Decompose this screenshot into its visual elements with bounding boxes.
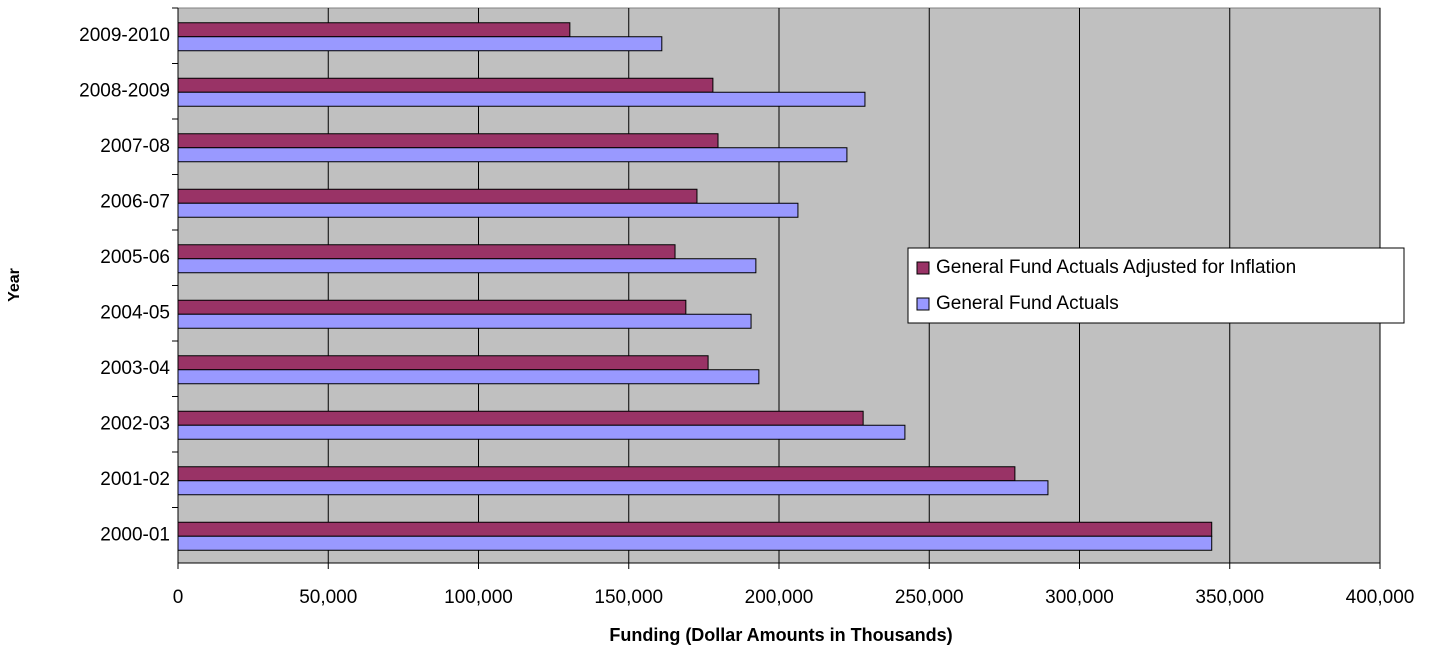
bar: [177, 313, 752, 329]
bar: [177, 91, 866, 107]
bar: [177, 133, 719, 149]
legend-label: General Fund Actuals: [936, 293, 1119, 314]
y-tick-label: 2009-2010: [79, 25, 170, 46]
legend-swatch: [916, 297, 930, 311]
y-tick-label: 2008-2009: [79, 80, 170, 101]
x-tick-label: 150,000: [594, 587, 663, 608]
y-tick-label: 2000-01: [100, 524, 170, 545]
x-axis-title: Funding (Dollar Amounts in Thousands): [609, 625, 952, 645]
bar: [177, 480, 1049, 496]
bar: [177, 36, 663, 52]
x-tick-label: 100,000: [444, 587, 513, 608]
y-tick-label: 2004-05: [100, 302, 170, 323]
y-tick-label: 2002-03: [100, 413, 170, 434]
bar: [177, 369, 760, 385]
bar: [177, 258, 757, 274]
bar: [177, 188, 698, 204]
y-axis-title: Year: [6, 268, 23, 302]
bar: [177, 244, 676, 260]
bar: [177, 355, 709, 371]
bar: [177, 299, 687, 315]
y-tick-label: 2001-02: [100, 469, 170, 490]
legend-label: General Fund Actuals Adjusted for Inflat…: [936, 257, 1296, 278]
bar: [177, 424, 906, 440]
y-tick-label: 2006-07: [100, 191, 170, 212]
bar: [177, 466, 1016, 482]
bar: [177, 77, 714, 93]
bar: [177, 22, 571, 38]
y-tick-label: 2005-06: [100, 247, 170, 268]
x-tick-label: 400,000: [1346, 587, 1415, 608]
bar: [177, 202, 799, 218]
bar: [177, 521, 1213, 537]
y-tick-label: 2007-08: [100, 136, 170, 157]
x-tick-label: 50,000: [299, 587, 357, 608]
x-tick-label: 300,000: [1045, 587, 1114, 608]
y-tick-label: 2003-04: [100, 358, 170, 379]
legend-swatch: [916, 261, 930, 275]
x-tick-label: 0: [173, 587, 184, 608]
legend: [907, 247, 1405, 324]
x-tick-label: 250,000: [895, 587, 964, 608]
x-tick-label: 200,000: [745, 587, 814, 608]
x-tick-label: 350,000: [1195, 587, 1264, 608]
bar: [177, 147, 848, 163]
bar: [177, 410, 864, 426]
bar: [177, 535, 1213, 551]
